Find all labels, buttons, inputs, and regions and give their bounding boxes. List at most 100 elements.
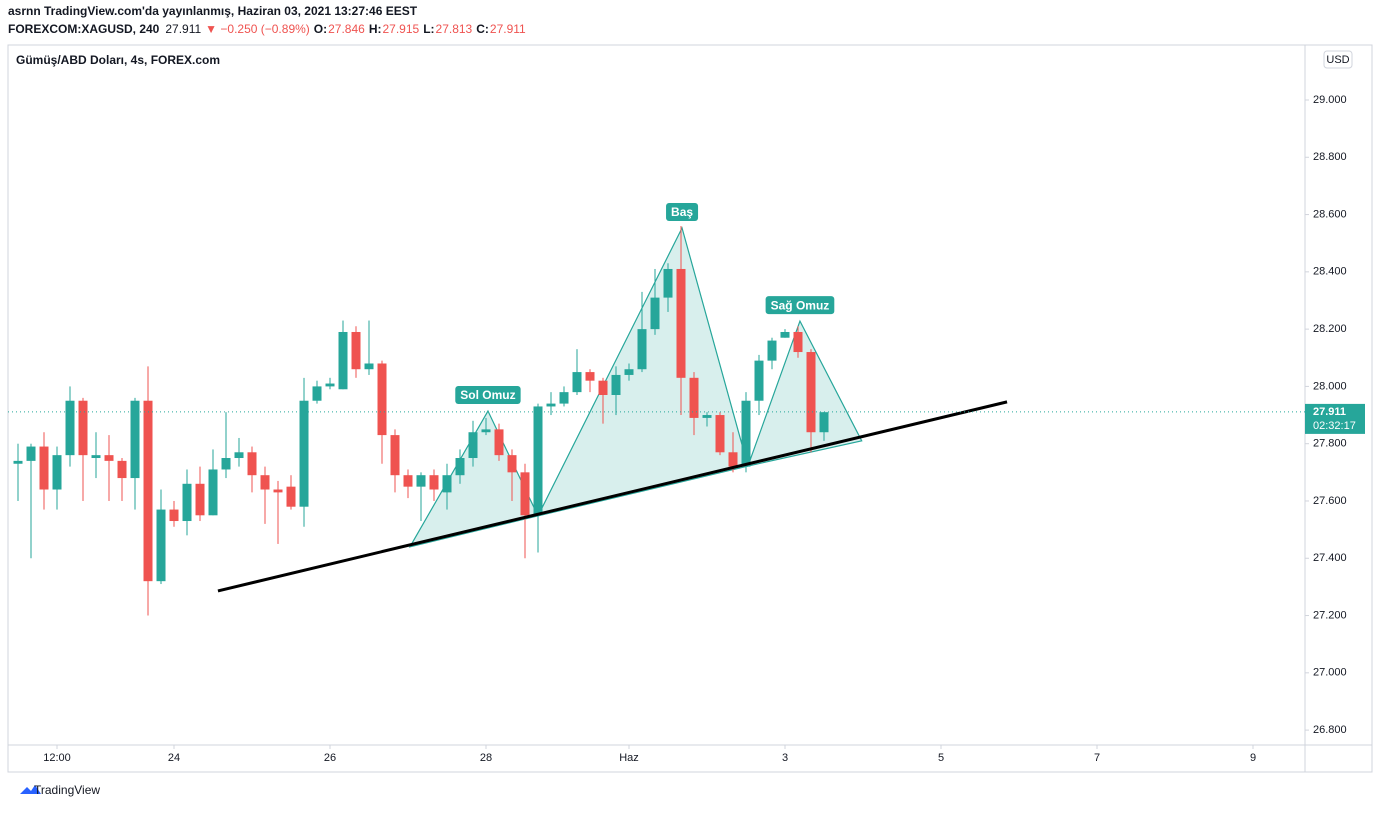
pattern-label-box [765, 296, 835, 315]
x-tick-label: 3 [782, 752, 788, 764]
pattern-triangle [536, 226, 749, 517]
y-tick-label: 27.000 [1313, 667, 1347, 679]
trendline [217, 400, 1008, 593]
candle-body [624, 369, 634, 375]
x-tick-label: 9 [1250, 752, 1256, 764]
candle-body [611, 374, 621, 395]
pattern-triangle [747, 319, 863, 467]
candle-body [26, 446, 36, 461]
candle-body [442, 475, 452, 493]
candle-body [429, 475, 439, 490]
y-tick-label: 27.800 [1313, 438, 1347, 450]
chart-title: Gümüş/ABD Doları, 4s, FOREX.com [16, 53, 220, 67]
y-tick-label: 28.800 [1313, 151, 1347, 163]
candle-body [637, 329, 647, 370]
frame [7, 44, 1373, 773]
candle-body [598, 380, 608, 395]
candle-body [182, 483, 192, 522]
candle-body [754, 360, 764, 401]
candle-body [338, 331, 348, 390]
candle-body [312, 386, 322, 401]
published-line: asrnn TradingView.com'da yayınlanmış, Ha… [8, 4, 418, 18]
candle-body [286, 486, 296, 507]
candle-body [130, 400, 140, 479]
candle-body [585, 372, 595, 381]
candle-body [78, 400, 88, 456]
header-value: O: [314, 22, 327, 36]
candle-body [741, 400, 751, 467]
candle-body [13, 460, 23, 464]
candle-body [117, 460, 127, 479]
y-tick-label: 26.800 [1313, 724, 1347, 736]
header-value: H: [369, 22, 382, 36]
candle-body [559, 392, 569, 404]
candle-body [793, 331, 803, 353]
candle-body [234, 452, 244, 459]
pattern-label: Sağ Omuz [771, 298, 830, 312]
candle-body [208, 469, 218, 516]
y-tick-label: 28.200 [1313, 323, 1347, 335]
candle-body [767, 340, 777, 361]
candle-body [156, 509, 166, 582]
candle-body [481, 429, 491, 433]
candle-body [689, 377, 699, 418]
last-price-label: 27.911 [1313, 406, 1346, 418]
x-tick-label: 12:00 [43, 752, 71, 764]
candle-body [195, 483, 205, 516]
candle-body [169, 509, 179, 522]
candle-body [507, 455, 517, 473]
footer-logo: TradingView [34, 783, 100, 797]
currency: USD [1326, 54, 1349, 66]
candle-body [351, 331, 361, 370]
candle-body [364, 363, 374, 370]
candle-body [104, 455, 114, 461]
pattern-label-box [666, 203, 699, 222]
candle-body [819, 412, 829, 433]
candle-body [650, 297, 660, 330]
candle-body [52, 455, 62, 490]
candle-body [494, 429, 504, 456]
currency-box[interactable] [1323, 50, 1353, 69]
y-tick-label: 27.600 [1313, 495, 1347, 507]
x-tick-label: 26 [324, 752, 336, 764]
header-value: 27.911 [165, 22, 201, 36]
candle-body [65, 400, 75, 456]
candle-body [416, 475, 426, 487]
candle-body [403, 475, 413, 487]
y-tick-label: 29.000 [1313, 94, 1347, 106]
y-tick-label: 28.000 [1313, 380, 1347, 392]
x-tick-label: 28 [480, 752, 492, 764]
candle-body [247, 452, 257, 476]
candle-body [572, 372, 582, 393]
candle-body [455, 458, 465, 476]
logo-icon [20, 785, 41, 794]
candle-body [663, 268, 673, 298]
x-tick-label: 7 [1094, 752, 1100, 764]
candle-body [390, 435, 400, 476]
candle-body [273, 489, 283, 493]
candle-body [377, 363, 387, 436]
candle-body [143, 400, 153, 582]
header-value: L: [423, 22, 434, 36]
header-value: 27.911 [490, 22, 526, 36]
candle-body [546, 403, 556, 407]
header-value: 27.846 [328, 22, 365, 36]
last-price-tag [1305, 403, 1365, 434]
candle-body [806, 352, 816, 433]
y-tick-label: 27.200 [1313, 609, 1347, 621]
header-value: ▼ −0.250 (−0.89%) [205, 22, 310, 36]
candle-body [91, 455, 101, 459]
candle-body [702, 415, 712, 418]
y-tick-label: 27.400 [1313, 552, 1347, 564]
candle-body [468, 432, 478, 459]
candle-body [325, 383, 335, 387]
candle-body [676, 268, 686, 378]
x-tick-label: 24 [168, 752, 180, 764]
header-value: 27.915 [383, 22, 420, 36]
x-tick-label: Haz [619, 752, 639, 764]
candle-body [520, 472, 530, 516]
countdown: 02:32:17 [1313, 420, 1356, 432]
candle-body [715, 415, 725, 453]
